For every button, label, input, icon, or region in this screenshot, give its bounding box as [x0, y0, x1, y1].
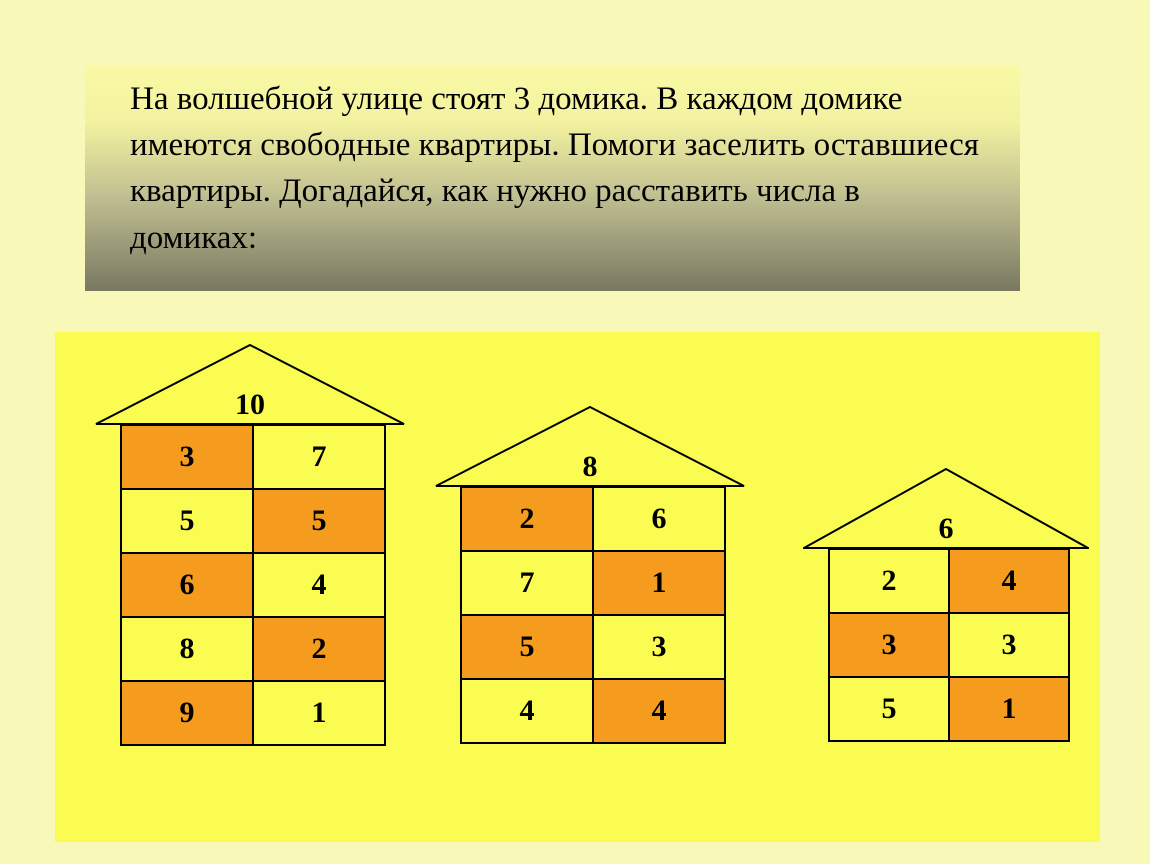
house-cell: 1	[949, 677, 1069, 741]
table-row: 55	[121, 489, 385, 553]
table-row: 51	[829, 677, 1069, 741]
house-cell: 2	[253, 617, 385, 681]
house-cell: 5	[829, 677, 949, 741]
house-cell: 2	[829, 549, 949, 613]
house-cell: 4	[949, 549, 1069, 613]
house-cell: 5	[461, 615, 593, 679]
table-row: 71	[461, 551, 725, 615]
house-cell: 3	[829, 613, 949, 677]
house-8: 826715344	[435, 406, 745, 488]
table-row: 91	[121, 681, 385, 745]
houses-area: 1037556482918267153446243351	[55, 332, 1100, 842]
house-cell: 4	[593, 679, 725, 743]
house-cell: 5	[121, 489, 253, 553]
instruction-panel: На волшебной улице стоят 3 домика. В каж…	[85, 66, 1020, 291]
house-grid: 3755648291	[120, 424, 386, 746]
house-cell: 3	[121, 425, 253, 489]
house-cell: 2	[461, 487, 593, 551]
house-cell: 6	[593, 487, 725, 551]
house-cell: 4	[461, 679, 593, 743]
table-row: 26	[461, 487, 725, 551]
house-cell: 7	[253, 425, 385, 489]
house-cell: 3	[949, 613, 1069, 677]
house-10: 103755648291	[95, 344, 405, 426]
house-cell: 3	[593, 615, 725, 679]
table-row: 64	[121, 553, 385, 617]
house-cell: 8	[121, 617, 253, 681]
house-cell: 5	[253, 489, 385, 553]
house-cell: 4	[253, 553, 385, 617]
table-row: 37	[121, 425, 385, 489]
house-6: 6243351	[803, 468, 1089, 550]
instruction-text: На волшебной улице стоят 3 домика. В каж…	[130, 81, 979, 256]
table-row: 82	[121, 617, 385, 681]
roof-number: 6	[803, 512, 1089, 546]
house-cell: 9	[121, 681, 253, 745]
house-cell: 6	[121, 553, 253, 617]
table-row: 24	[829, 549, 1069, 613]
table-row: 33	[829, 613, 1069, 677]
roof-number: 10	[95, 388, 405, 422]
table-row: 44	[461, 679, 725, 743]
roof-number: 8	[435, 450, 745, 484]
house-grid: 26715344	[460, 486, 726, 744]
house-cell: 7	[461, 551, 593, 615]
table-row: 53	[461, 615, 725, 679]
house-cell: 1	[593, 551, 725, 615]
house-cell: 1	[253, 681, 385, 745]
house-grid: 243351	[828, 548, 1070, 742]
